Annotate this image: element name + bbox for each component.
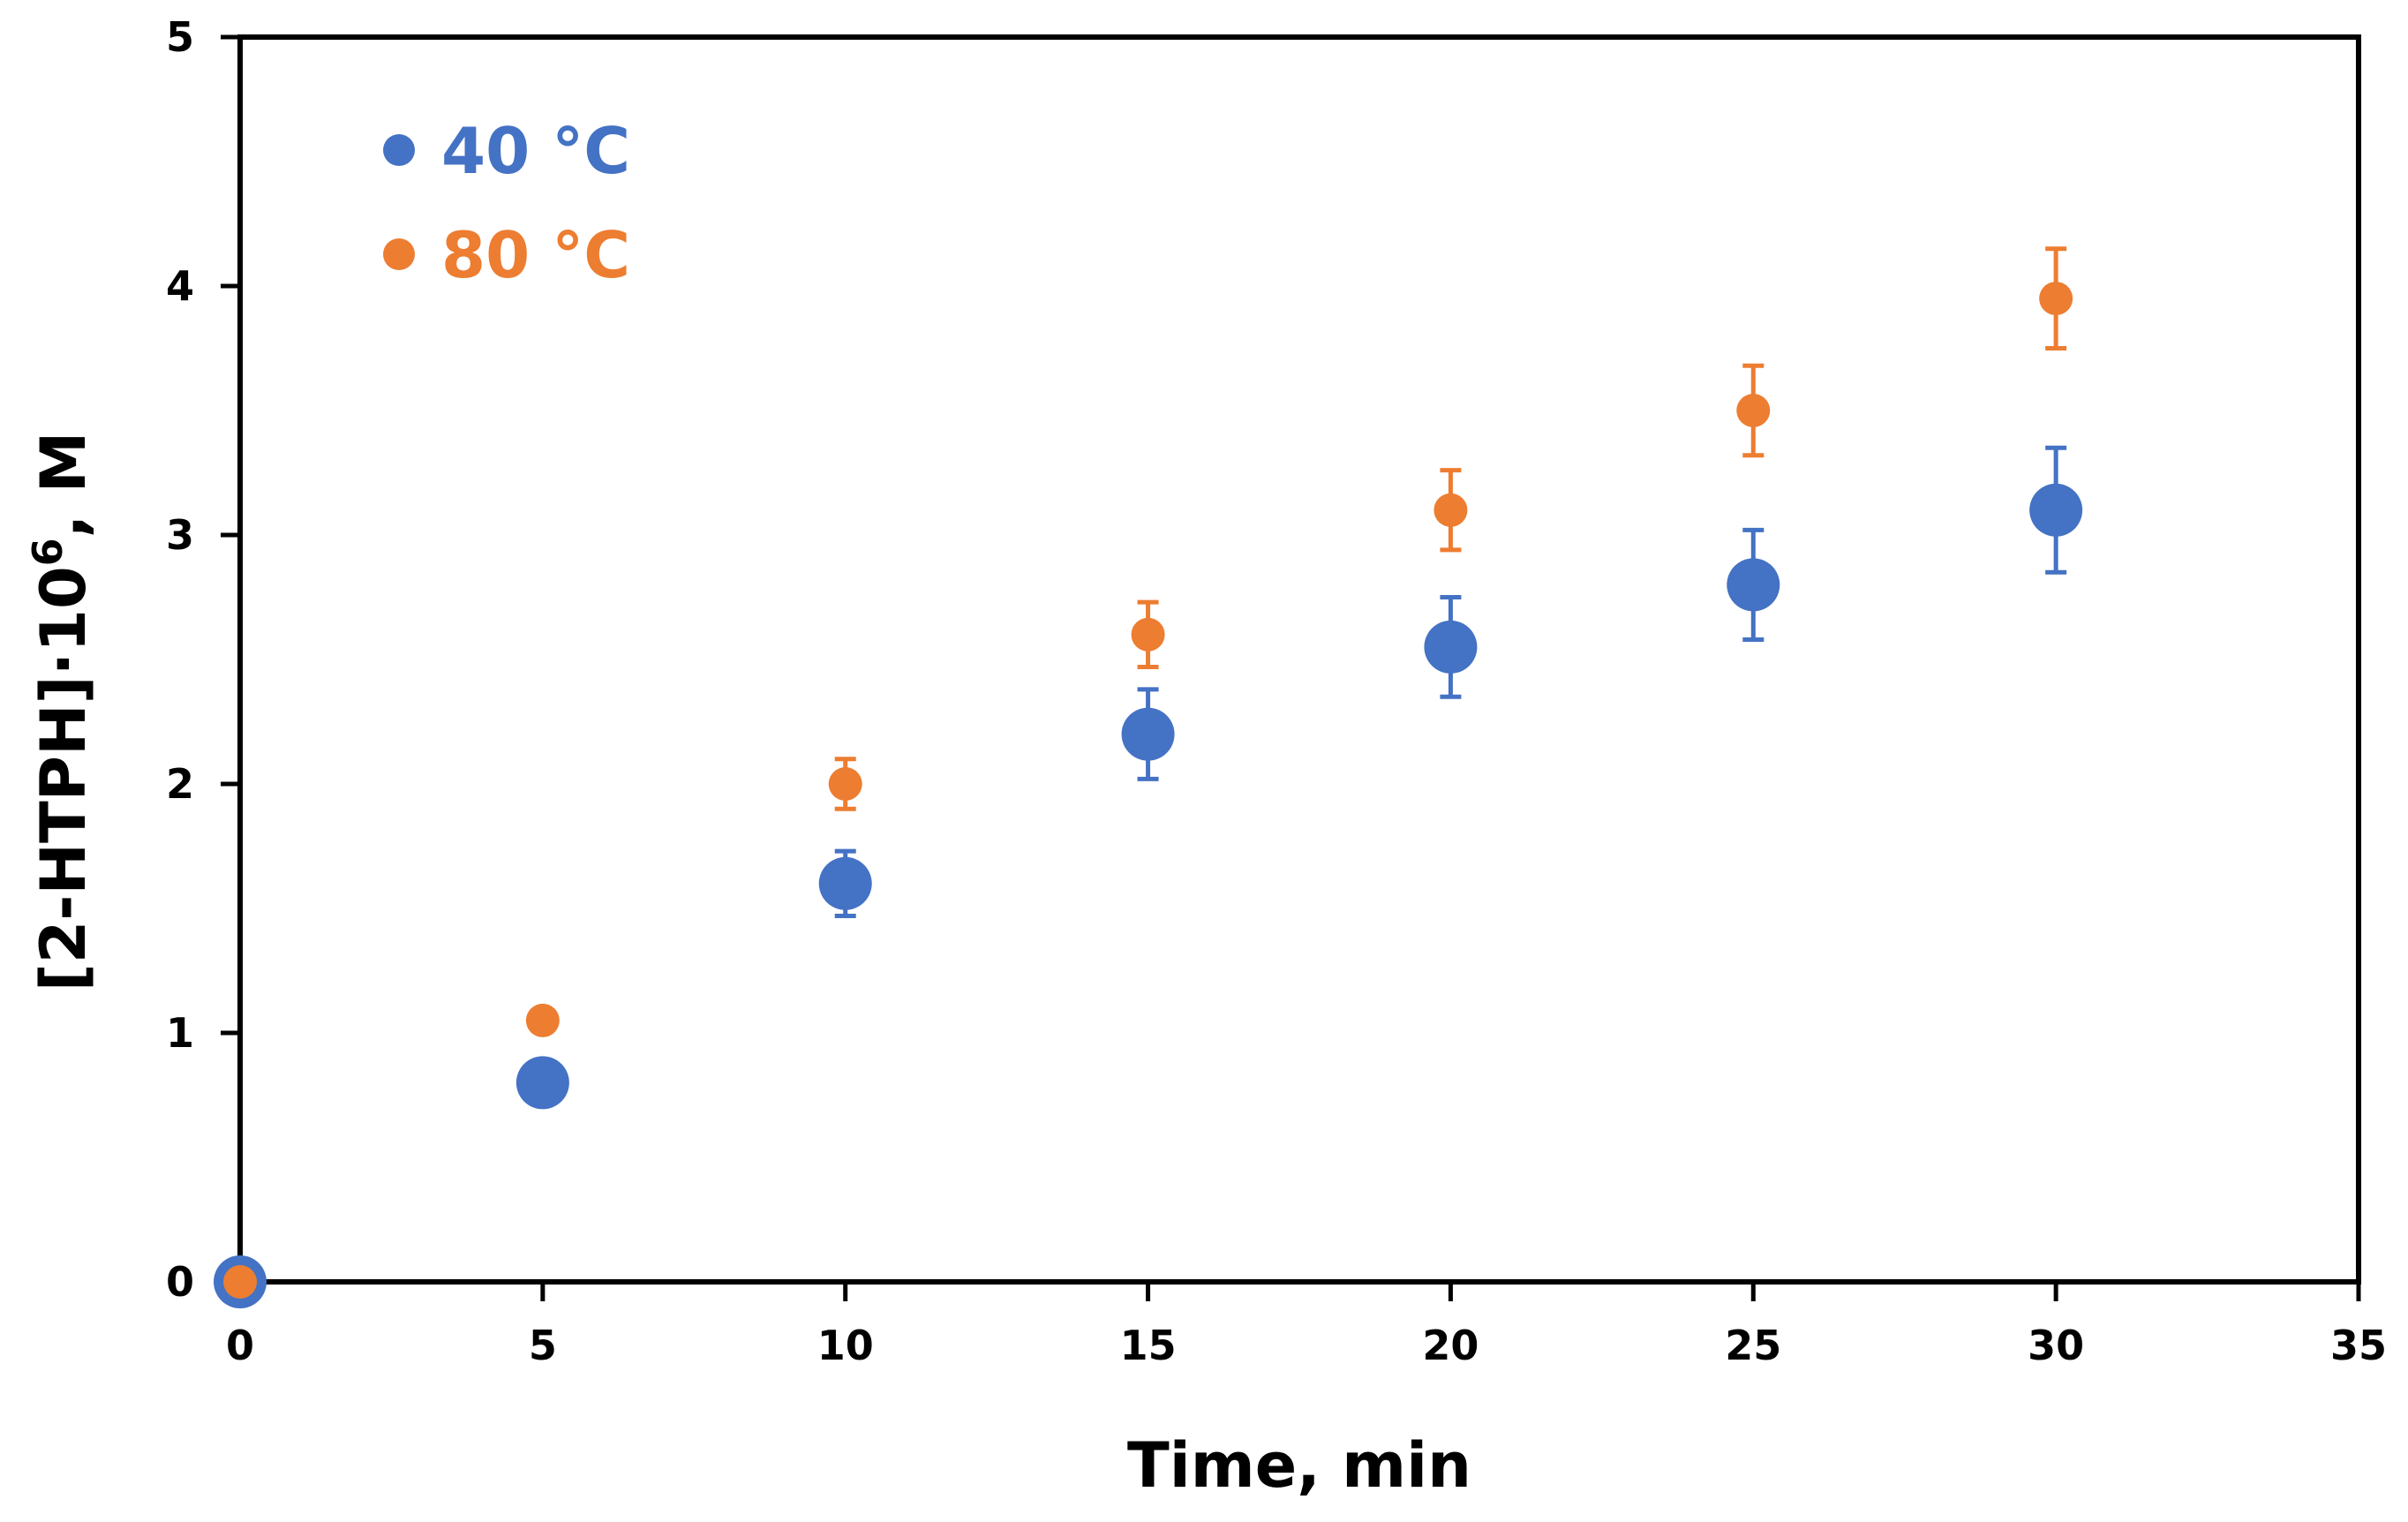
x-tick-label: 35 (2330, 1322, 2387, 1369)
series-2 (223, 246, 2073, 1299)
y-tick-label: 1 (166, 1009, 194, 1057)
legend-label: 40 °C (441, 114, 630, 188)
x-tick-label: 15 (1120, 1322, 1177, 1369)
legend-label: 80 °C (441, 218, 630, 292)
y-tick-label: 2 (166, 760, 194, 808)
plot-area (237, 34, 2361, 1285)
x-tick-label: 30 (2028, 1322, 2084, 1369)
data-point (818, 856, 872, 910)
y-axis-title: [2-HTPH]·106, M (24, 432, 100, 992)
data-point (1727, 558, 1780, 612)
data-point (1736, 394, 1771, 427)
data-point (223, 1265, 257, 1299)
legend-marker (383, 238, 415, 270)
data-point (1424, 620, 1478, 674)
x-tick-label: 20 (1422, 1322, 1479, 1369)
y-axis-title-main: [2-HTPH]·10 (27, 566, 100, 991)
y-axis-ticks: 0 1 2 3 4 5 (166, 13, 240, 1306)
data-point (2039, 282, 2073, 316)
data-point (515, 1056, 569, 1110)
x-tick-label: 10 (817, 1322, 874, 1369)
series-1 (214, 445, 2083, 1308)
legend-marker (383, 134, 415, 166)
data-point (1121, 707, 1175, 761)
data-point (525, 1003, 560, 1037)
x-axis-title: Time, min (1127, 1429, 1471, 1502)
data-point (1434, 493, 1468, 527)
data-point (1131, 617, 1165, 652)
y-tick-label: 0 (166, 1258, 194, 1306)
y-axis-title-superscript: 6 (24, 538, 71, 566)
y-tick-label: 5 (166, 13, 194, 61)
x-axis-ticks: 0 5 10 15 20 25 30 35 (226, 1282, 2387, 1369)
x-tick-label: 25 (1725, 1322, 1781, 1369)
y-tick-label: 3 (166, 511, 194, 559)
x-tick-label: 5 (529, 1322, 557, 1369)
legend: 40 °C 80 °C (383, 114, 630, 292)
x-tick-label: 0 (226, 1322, 254, 1369)
y-tick-label: 4 (166, 262, 194, 310)
data-point (2029, 483, 2083, 537)
series-layer (214, 246, 2083, 1308)
y-axis-title-suffix: , M (27, 432, 100, 539)
data-point (828, 767, 862, 801)
